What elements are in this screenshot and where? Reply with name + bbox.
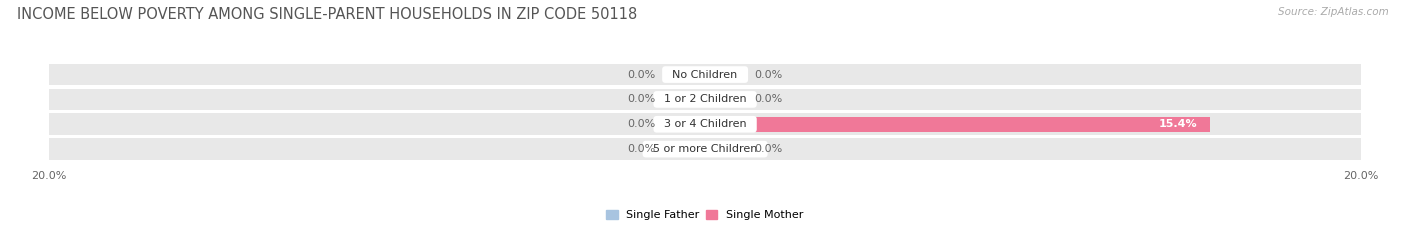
Bar <box>689 92 706 107</box>
Bar <box>706 67 721 82</box>
Bar <box>706 89 1361 110</box>
Text: Source: ZipAtlas.com: Source: ZipAtlas.com <box>1278 7 1389 17</box>
Text: 0.0%: 0.0% <box>754 94 783 104</box>
Bar <box>49 138 706 160</box>
Legend: Single Father, Single Mother: Single Father, Single Mother <box>606 210 804 220</box>
Text: 0.0%: 0.0% <box>754 144 783 154</box>
Bar <box>706 138 1361 160</box>
Bar <box>706 116 1211 132</box>
Text: 0.0%: 0.0% <box>627 70 657 79</box>
Text: 1 or 2 Children: 1 or 2 Children <box>657 94 754 104</box>
Text: 0.0%: 0.0% <box>627 144 657 154</box>
Bar <box>689 116 706 132</box>
Text: 0.0%: 0.0% <box>754 70 783 79</box>
Text: 0.0%: 0.0% <box>627 119 657 129</box>
Text: 0.0%: 0.0% <box>627 94 657 104</box>
Bar <box>706 64 1361 85</box>
Text: 15.4%: 15.4% <box>1159 119 1197 129</box>
Bar <box>49 113 706 135</box>
Bar <box>706 113 1361 135</box>
Text: INCOME BELOW POVERTY AMONG SINGLE-PARENT HOUSEHOLDS IN ZIP CODE 50118: INCOME BELOW POVERTY AMONG SINGLE-PARENT… <box>17 7 637 22</box>
Text: 3 or 4 Children: 3 or 4 Children <box>657 119 754 129</box>
Bar <box>689 67 706 82</box>
Bar <box>706 141 721 157</box>
Bar <box>49 89 706 110</box>
Text: No Children: No Children <box>665 70 745 79</box>
Bar <box>689 141 706 157</box>
Text: 5 or more Children: 5 or more Children <box>645 144 765 154</box>
Bar <box>706 92 721 107</box>
Bar <box>49 64 706 85</box>
